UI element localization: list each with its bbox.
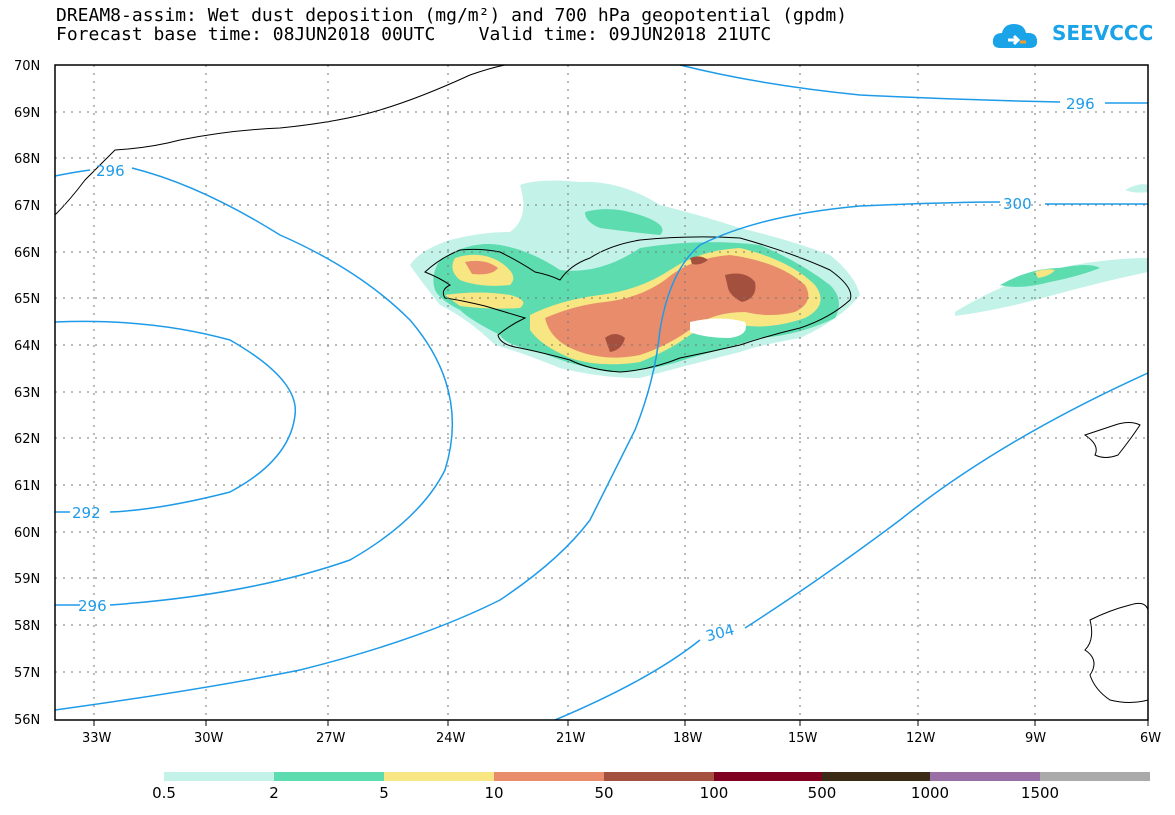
dust-deposition-shading [410, 180, 1148, 378]
latitude-labels: 70N 69N 68N 67N 66N 65N 64N 63N 62N 61N … [14, 59, 40, 728]
lon-label: 21W [556, 731, 586, 746]
plot-area [55, 65, 1148, 720]
graticule [55, 65, 1148, 720]
colorbar-segment [822, 772, 930, 781]
colorbar-label: 500 [807, 784, 837, 802]
colorbar-segment [930, 772, 1040, 781]
colorbar-label: 1000 [910, 784, 950, 802]
lat-label: 59N [14, 572, 40, 587]
lat-label: 68N [14, 152, 40, 167]
longitude-labels: 33W 30W 27W 24W 21W 18W 15W 12W 9W 6W [82, 731, 1161, 746]
colorbar [164, 772, 1150, 781]
colorbar-segment [164, 772, 274, 781]
colorbar-label: 0.5 [152, 784, 176, 802]
lat-label: 56N [14, 713, 40, 728]
contour-label-300: 300 [1003, 195, 1032, 213]
lat-label: 61N [14, 479, 40, 494]
lat-label: 65N [14, 292, 40, 307]
colorbar-segment [274, 772, 384, 781]
contour-label-296-top: 296 [1066, 95, 1095, 113]
plot-frame [54, 64, 1149, 721]
lon-label: 27W [316, 731, 346, 746]
colorbar-segment [1040, 772, 1150, 781]
contour-labels: 296 296 300 292 296 304 [72, 95, 1095, 645]
colorbar-label: 50 [594, 784, 614, 802]
coastlines [54, 64, 1149, 703]
axis-ticks [93, 720, 1149, 726]
lat-label: 64N [14, 339, 40, 354]
logo-text: SEEVCCC [1052, 21, 1154, 45]
contour-label-292: 292 [72, 504, 101, 522]
colorbar-segment [714, 772, 822, 781]
contour-label-296-bottom: 296 [78, 597, 107, 615]
lon-label: 12W [906, 731, 936, 746]
lat-label: 69N [14, 106, 40, 121]
lon-label: 15W [788, 731, 818, 746]
colorbar-label: 2 [269, 784, 279, 802]
lon-label: 9W [1025, 731, 1046, 746]
colorbar-segment [384, 772, 494, 781]
lon-label: 30W [194, 731, 224, 746]
lon-label: 18W [673, 731, 703, 746]
lat-label: 62N [14, 432, 40, 447]
lon-label: 33W [82, 731, 112, 746]
colorbar-label: 5 [379, 784, 389, 802]
lat-label: 58N [14, 619, 40, 634]
lon-label: 24W [436, 731, 466, 746]
lat-label: 63N [14, 386, 40, 401]
colorbar-label: 1500 [1020, 784, 1060, 802]
colorbar-segment [604, 772, 714, 781]
map-subtitle: Forecast base time: 08JUN2018 00UTC Vali… [56, 24, 772, 45]
geopotential-contours [54, 64, 1149, 721]
lat-label: 66N [14, 246, 40, 261]
lon-label: 6W [1140, 731, 1161, 746]
cloud-icon [992, 24, 1038, 48]
lat-label: 57N [14, 666, 40, 681]
colorbar-label: 10 [484, 784, 504, 802]
colorbar-label: 100 [699, 784, 729, 802]
colorbar-segment [494, 772, 604, 781]
lat-label: 70N [14, 59, 40, 74]
contour-label-296-left: 296 [96, 162, 125, 180]
lat-label: 60N [14, 526, 40, 541]
map-title: DREAM8-assim: Wet dust deposition (mg/m²… [56, 5, 848, 26]
lat-label: 67N [14, 199, 40, 214]
